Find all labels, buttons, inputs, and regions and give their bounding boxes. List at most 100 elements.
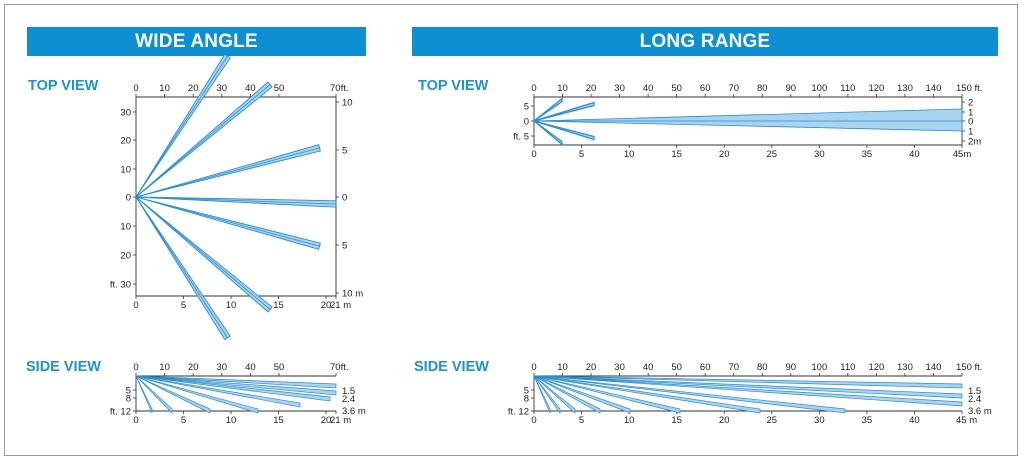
long-side-bottom-tick-label: 15 [671, 415, 682, 426]
long-top-top-tick-label: 140 [926, 83, 942, 94]
wide-side-top-tick-label: 30 [217, 362, 228, 373]
wide-top-left-tick-label: 20 [120, 136, 131, 147]
long-side-right-tick-label: 1.5 [968, 386, 981, 397]
long-side-left-tick-label: 8 [524, 394, 529, 405]
wide-side-beam [135, 375, 337, 396]
wide-side-bottom-tick-label: 20 [321, 415, 332, 426]
long-top-top-tick-label: 50 [671, 83, 682, 94]
wide-top-bottom-tick-label: 10 [226, 300, 237, 311]
long-side-top-tick-label: 50 [671, 362, 682, 373]
long-top-left-tick-label: 5 [524, 102, 529, 113]
long-top-bottom-tick-label: 40 [909, 149, 920, 160]
wide-side-bottom-tick-label: 21 m [330, 415, 351, 426]
wide-top-bottom-tick-label: 15 [273, 300, 284, 311]
wide-side-top-tick-label: 70ft. [330, 362, 349, 373]
wide-top-top-tick-label: 0 [133, 83, 138, 94]
wide-side-beam [135, 375, 337, 389]
wide-top-left-tick-label: 30 [120, 108, 131, 119]
wide-side-top-tick-label: 50 [274, 362, 285, 373]
wide-side-beam [135, 375, 331, 402]
wide-top-top-tick-label: 10 [159, 83, 170, 94]
long-side-beam [533, 375, 576, 414]
long-top-right-tick-label: 2m [968, 137, 981, 148]
long-top-top-tick-label: 150 ft. [956, 83, 982, 94]
wide-top-top-tick-label: 70ft. [330, 83, 349, 94]
long-top-beam-side [533, 101, 595, 122]
wide-top-beam-center [135, 147, 320, 198]
long-side-view-label: SIDE VIEW [414, 359, 489, 375]
wide-side-right-tick-label: 1.5 [342, 386, 355, 397]
long-top-beam-side [533, 97, 563, 122]
long-side-bottom-tick-label: 25 [766, 415, 777, 426]
wide-side-bottom-tick-label: 0 [133, 415, 138, 426]
long-top-view-label: TOP VIEW [418, 78, 489, 94]
long-side-top-tick-label: 10 [557, 362, 568, 373]
long-side-top-tick-label: 60 [700, 362, 711, 373]
long-top-beam-side [533, 120, 595, 141]
wide-side-bottom-tick-label: 15 [273, 415, 284, 426]
wide-top-bottom-tick-label: 21 m [330, 300, 351, 311]
long-side-bottom-tick-label: 35 [862, 415, 873, 426]
long-side-top-tick-label: 110 [840, 362, 855, 373]
long-side-beam [533, 375, 631, 414]
long-side-top-tick-label: 80 [757, 362, 768, 373]
wide-side-view-label: SIDE VIEW [26, 359, 101, 375]
long-top-top-tick-label: 40 [643, 83, 654, 94]
long-top-top-tick-label: 10 [557, 83, 568, 94]
long-side-top-tick-label: 140 [926, 362, 942, 373]
wide-top-left-tick-label: 10 [120, 165, 131, 176]
long-side-bottom-tick-label: 45 m [956, 415, 977, 426]
long-side-top-tick-label: 100 [811, 362, 827, 373]
wide-top-left-tick-label: ft. 30 [110, 280, 131, 291]
long-side-top-tick-label: 30 [614, 362, 625, 373]
wide-side-beam [135, 375, 211, 414]
long-side-bottom-tick-label: 40 [909, 415, 920, 426]
long-top-right-tick-label: 2 [968, 98, 973, 109]
wide-side-beam [135, 375, 301, 408]
long-side-beam [533, 375, 551, 414]
long-top-top-tick-label: 80 [757, 83, 768, 94]
long-top-top-tick-label: 130 [897, 83, 913, 94]
long-top-right-tick-label: 1 [968, 127, 973, 138]
wide-top-left-tick-label: 10 [120, 222, 131, 233]
long-top-bottom-tick-label: 30 [814, 149, 825, 160]
wide-top-beam-center [135, 196, 228, 339]
wide-top-top-tick-label: 40 [245, 83, 256, 94]
long-top-bottom-tick-label: 5 [579, 149, 584, 160]
long-side-beam [533, 375, 681, 414]
wide-top-top-tick-label: 30 [217, 83, 228, 94]
long-top-top-tick-label: 60 [700, 83, 711, 94]
wide-side-left-tick-label: 8 [126, 394, 131, 405]
wide-side-top-tick-label: 20 [188, 362, 199, 373]
wide-top-view-label: TOP VIEW [28, 78, 99, 94]
long-range-banner: LONG RANGE [412, 27, 998, 56]
wide-side-right-tick-label: 2.4 [342, 394, 355, 405]
long-top-bottom-tick-label: 15 [671, 149, 682, 160]
wide-angle-banner: WIDE ANGLE [27, 27, 366, 56]
wide-top-bottom-tick-label: 20 [321, 300, 332, 311]
wide-side-beam [135, 375, 153, 414]
wide-top-beam-center [135, 55, 228, 198]
long-side-top-tick-label: 130 [897, 362, 913, 373]
long-side-top-tick-label: 70 [728, 362, 739, 373]
long-top-top-tick-label: 70 [728, 83, 739, 94]
wide-top-bottom-tick-label: 5 [181, 300, 186, 311]
long-side-top-tick-label: 150 ft. [956, 362, 982, 373]
wide-side-beam [135, 375, 173, 414]
wide-top-top-tick-label: 50 [274, 83, 285, 94]
wide-top-top-tick-label: 20 [188, 83, 199, 94]
wide-top-left-tick-label: 20 [120, 251, 131, 262]
long-side-left-tick-label: ft. 12 [508, 407, 529, 418]
wide-side-bottom-tick-label: 10 [226, 415, 237, 426]
wide-top-right-tick-label: 5 [342, 241, 347, 252]
long-side-beam [533, 375, 963, 399]
wide-side-right-tick-label: 3.6 m [342, 406, 366, 417]
wide-top-beam [135, 144, 321, 198]
wide-top-right-tick-label: 10 m [342, 289, 363, 300]
wide-top-beam [135, 196, 321, 250]
long-side-beam [533, 375, 601, 414]
wide-side-top-tick-label: 0 [133, 362, 138, 373]
long-top-top-tick-label: 120 [868, 83, 884, 94]
wide-top-right-tick-label: 5 [342, 146, 347, 157]
